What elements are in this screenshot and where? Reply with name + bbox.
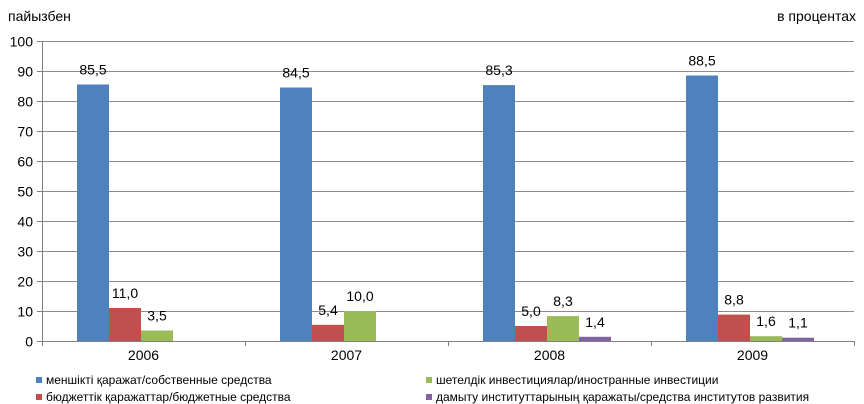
bar <box>515 326 547 341</box>
legend-label-foreign-investment: шетелдік инвестициялар/иностранные инвес… <box>436 373 719 387</box>
legend-label-own-funds: меншікті қаражат/собственные средства <box>46 373 272 387</box>
legend-label-budget-funds: бюджеттік қаражаттар/бюджетные средства <box>46 390 291 404</box>
legend-swatch-development-institutions <box>426 394 432 400</box>
data-label: 88,5 <box>688 53 715 69</box>
legend-item-budget-funds: бюджеттік қаражаттар/бюджетные средства <box>36 390 291 404</box>
data-label: 1,1 <box>788 315 808 331</box>
data-label: 1,4 <box>585 314 605 330</box>
y-tick-label: 60 <box>17 154 33 170</box>
legend-label-development-institutions: дамыту институттарының қаражаты/средства… <box>436 390 810 404</box>
data-label: 1,6 <box>756 313 776 329</box>
legend-swatch-foreign-investment <box>426 377 432 383</box>
bar <box>483 85 515 341</box>
y-tick-label: 20 <box>17 274 33 290</box>
data-label: 8,3 <box>553 293 573 309</box>
bar <box>280 87 312 341</box>
data-label: 8,8 <box>724 292 744 308</box>
y-tick-label: 0 <box>25 334 33 350</box>
data-label: 85,5 <box>79 62 106 78</box>
y-tick-label: 100 <box>10 34 34 50</box>
y-tick-label: 50 <box>17 184 33 200</box>
bar <box>141 330 173 341</box>
bar <box>750 336 782 341</box>
bar <box>344 311 376 341</box>
y-tick-label: 70 <box>17 124 33 140</box>
data-label: 85,3 <box>485 62 512 78</box>
bar <box>312 324 344 341</box>
y-tick-label: 80 <box>17 94 33 110</box>
data-label: 5,4 <box>318 302 338 318</box>
y-tick-label: 40 <box>17 214 33 230</box>
bar <box>109 308 141 341</box>
legend-swatch-budget-funds <box>36 394 42 400</box>
x-tick-label: 2009 <box>737 347 768 363</box>
y-tick-label: 30 <box>17 244 33 260</box>
legend-item-development-institutions: дамыту институттарының қаражаты/средства… <box>426 390 809 404</box>
data-label: 10,0 <box>346 288 373 304</box>
bar <box>686 75 718 341</box>
x-tick-label: 2006 <box>128 347 159 363</box>
y-unit-russian: в процентах <box>777 8 856 24</box>
data-label: 5,0 <box>521 303 541 319</box>
bar <box>782 337 814 341</box>
legend-swatch-own-funds <box>36 377 42 383</box>
y-tick-label: 90 <box>17 64 33 80</box>
data-label: 84,5 <box>282 65 309 81</box>
x-tick-label: 2007 <box>331 347 362 363</box>
legend-item-foreign-investment: шетелдік инвестициялар/иностранные инвес… <box>426 373 718 387</box>
bar <box>718 314 750 341</box>
y-tick-label: 10 <box>17 304 33 320</box>
bar <box>579 336 611 341</box>
bar <box>77 84 109 341</box>
y-unit-kazakh: пайызбен <box>8 8 71 24</box>
bar <box>547 316 579 341</box>
legend-item-own-funds: меншікті қаражат/собственные средства <box>36 373 272 387</box>
data-label: 3,5 <box>147 308 167 324</box>
data-label: 11,0 <box>112 285 138 301</box>
x-tick-label: 2008 <box>534 347 565 363</box>
